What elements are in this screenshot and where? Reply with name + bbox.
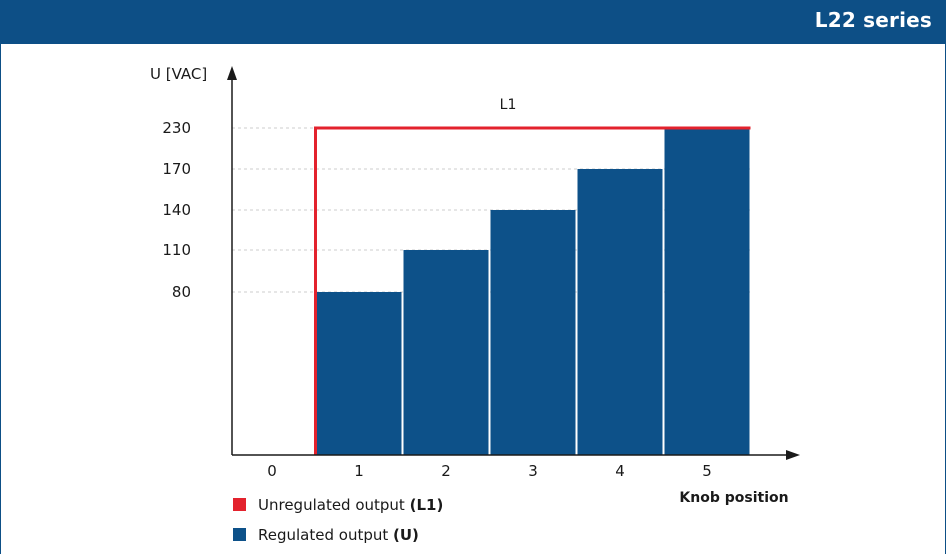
y-tick-label-140: 140: [162, 201, 191, 219]
legend-text-regulated: Regulated output: [258, 526, 393, 544]
l1-series-label: L1: [500, 97, 517, 113]
y-tick-label-110: 110: [162, 241, 191, 259]
legend-item-regulated: Regulated output (U): [258, 526, 419, 544]
x-axis-arrow: [786, 450, 800, 460]
x-tick-label-3: 3: [528, 462, 538, 480]
y-tick-label-230: 230: [162, 119, 191, 137]
bar-position-5: [664, 128, 750, 455]
legend-item-unregulated: Unregulated output (L1): [258, 496, 443, 514]
bar-position-1: [316, 292, 402, 455]
legend-bold-regulated: (U): [393, 526, 419, 544]
legend-text-unregulated: Unregulated output: [258, 496, 410, 514]
axes: [227, 66, 800, 460]
l1-line-layer: [314, 126, 751, 455]
series-title: L22 series: [814, 8, 932, 32]
x-tick-label-1: 1: [354, 462, 364, 480]
legend-bold-unregulated: (L1): [410, 496, 444, 514]
y-axis-arrow: [227, 66, 237, 80]
legend-swatch-unregulated: [233, 498, 246, 511]
bars: [316, 128, 750, 455]
x-tick-label-0: 0: [267, 462, 277, 480]
x-axis-title: Knob position: [679, 490, 788, 506]
bar-position-4: [577, 169, 663, 455]
bar-position-3: [490, 210, 576, 455]
x-tick-labels: 0 1 2 3 4 5: [267, 462, 712, 480]
l1-line: [314, 126, 751, 455]
x-tick-label-2: 2: [441, 462, 451, 480]
y-tick-label-80: 80: [172, 283, 191, 301]
x-tick-label-5: 5: [702, 462, 712, 480]
y-tick-label-170: 170: [162, 160, 191, 178]
legend: Unregulated output (L1) Regulated output…: [233, 496, 443, 544]
header-banner: L22 series: [0, 0, 946, 44]
y-axis-title: U [VAC]: [150, 65, 207, 83]
y-tick-labels: 80 110 140 170 230: [162, 119, 191, 301]
x-tick-label-4: 4: [615, 462, 625, 480]
legend-swatch-regulated: [233, 528, 246, 541]
bar-position-2: [403, 250, 489, 455]
